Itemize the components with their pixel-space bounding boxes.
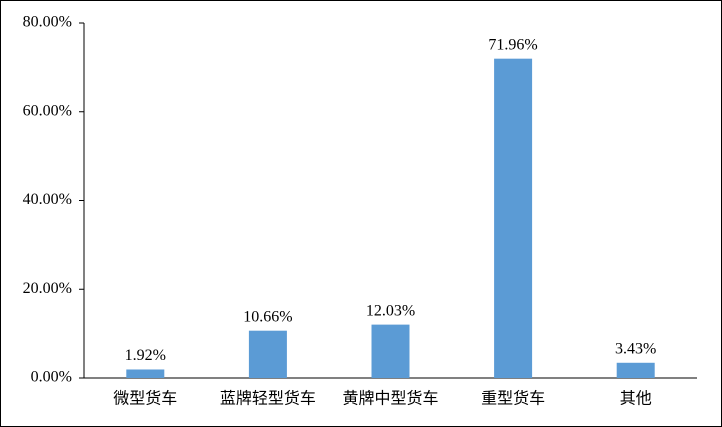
x-tick-label: 其他 xyxy=(620,390,652,408)
value-label: 1.92% xyxy=(125,347,166,364)
bar xyxy=(616,362,655,378)
y-tick-label: 80.00% xyxy=(23,14,72,31)
x-tick-label: 重型货车 xyxy=(481,390,545,408)
value-label: 3.43% xyxy=(615,340,656,357)
y-tick-label: 60.00% xyxy=(23,102,72,119)
x-tick-label: 微型货车 xyxy=(113,390,177,408)
y-tick-label: 20.00% xyxy=(23,280,72,297)
y-tick-label: 40.00% xyxy=(23,191,72,208)
value-label: 71.96% xyxy=(488,36,537,53)
bar xyxy=(371,324,410,378)
x-tick-label: 黄牌中型货车 xyxy=(342,390,438,408)
x-tick-label: 蓝牌轻型货车 xyxy=(220,390,316,408)
y-tick-label: 0.00% xyxy=(31,369,72,386)
bar xyxy=(126,369,165,378)
bar xyxy=(248,330,287,378)
value-label: 10.66% xyxy=(243,308,292,325)
value-label: 12.03% xyxy=(366,302,415,319)
bar xyxy=(494,58,533,379)
